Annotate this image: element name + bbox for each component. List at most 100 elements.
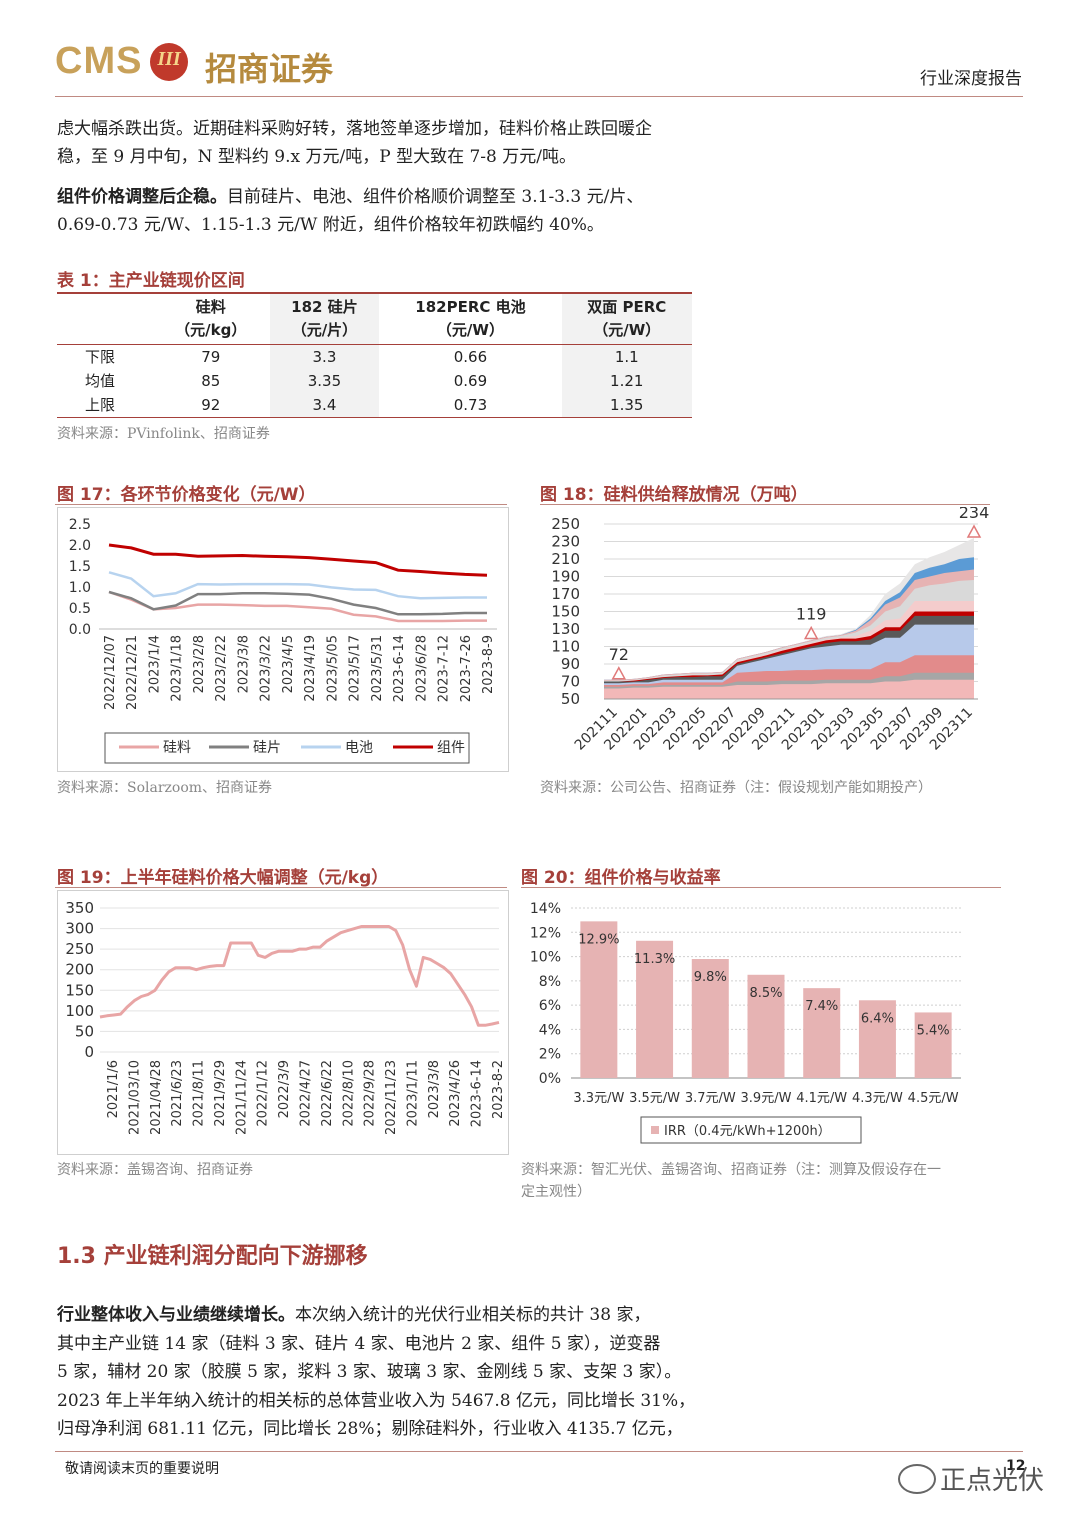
x-tick-label: 2021/8/11	[192, 1060, 207, 1127]
x-tick-label: 2023/2/8	[192, 635, 207, 693]
y-tick-label: 250	[65, 940, 94, 958]
annotation-marker	[966, 524, 982, 538]
x-tick-label: 3.5元/W	[629, 1091, 680, 1106]
x-tick-label: 2023/1/18	[170, 635, 185, 702]
x-tick-label: 2023-7-12	[437, 635, 452, 702]
x-tick-label: 2023/3/22	[259, 635, 274, 702]
y-tick-label: 50	[561, 690, 580, 708]
x-tick-label: 2023-6-14	[470, 1060, 485, 1127]
table-row: 下限 79 3.3 0.66 1.1	[57, 344, 692, 369]
series-line-组件	[108, 543, 488, 577]
y-tick-label: 1.0	[69, 580, 91, 596]
y-tick-label: 6%	[539, 998, 561, 1014]
logo-emblem-icon: III	[150, 43, 188, 81]
table-row: 均值 85 3.35 0.69 1.21	[57, 369, 692, 393]
x-tick-label: 3.3元/W	[573, 1091, 624, 1106]
page-number: 12	[1006, 1458, 1026, 1474]
y-tick-label: 300	[65, 920, 94, 938]
x-tick-label: 2022/9/28	[363, 1060, 378, 1127]
figure-19-divider	[55, 887, 507, 888]
x-tick-label: 2022/4/27	[299, 1060, 314, 1127]
y-tick-label: 230	[551, 533, 580, 551]
y-tick-label: 0	[84, 1043, 94, 1061]
section-title: 1.3 产业链利润分配向下游挪移	[57, 1244, 368, 1269]
paragraph-2: 组件价格调整后企稳。目前硅片、电池、组件价格顺价调整至 3.1-3.3 元/片、…	[57, 183, 1027, 239]
figure-20-source: 资料来源：智汇光伏、盖锡咨询、招商证券（注：测算及假设存在一 定主观性）	[521, 1159, 1011, 1203]
x-tick-label: 2023/1/4	[147, 635, 162, 693]
footer-divider	[55, 1451, 1023, 1452]
figure-18-chart: 5070901101301501701902102302502021112022…	[551, 507, 989, 754]
bar	[914, 1012, 952, 1078]
x-tick-label: 2021/11/24	[234, 1060, 249, 1135]
paragraph-1-line-2: 稳，至 9 月中旬，N 型料约 9.x 万元/吨，P 型大致在 7-8 万元/吨…	[57, 147, 576, 167]
y-tick-label: 110	[551, 638, 580, 656]
section-paragraph: 行业整体收入与业绩继续增长。本次纳入统计的光伏行业相关标的共计 38 家， 其中…	[57, 1301, 1027, 1444]
y-tick-label: 50	[75, 1022, 94, 1040]
x-tick-label: 2021/1/6	[106, 1060, 121, 1118]
table-row: 上限 92 3.4 0.73 1.35	[57, 393, 692, 418]
y-tick-label: 0.0	[69, 622, 91, 638]
figure-17-source: 资料来源：Solarzoom、招商证券	[57, 780, 273, 796]
bar-value-label: 6.4%	[861, 1011, 894, 1026]
series-line-硅片	[108, 590, 487, 616]
legend-label: 电池	[345, 740, 373, 756]
col-header-wafer: 182 硅片 （元/片）	[269, 292, 380, 345]
wechat-icon	[898, 1464, 936, 1494]
legend-label: 硅片	[253, 740, 281, 756]
y-tick-label: 90	[561, 655, 580, 673]
x-tick-label: 2023/5/31	[370, 635, 385, 702]
y-tick-label: 2.5	[69, 517, 91, 533]
x-tick-label: 2021/04/28	[149, 1060, 164, 1135]
legend-label: 硅料	[163, 740, 191, 756]
report-type: 行业深度报告	[920, 69, 1022, 89]
x-tick-label: 2022/12/07	[103, 635, 118, 710]
section-line-2: 其中主产业链 14 家（硅料 3 家、硅片 4 家、电池片 2 家、组件 5 家…	[57, 1333, 661, 1354]
y-tick-label: 12%	[530, 925, 561, 941]
x-tick-label: 2023/5/17	[348, 635, 363, 702]
series-line-硅料	[108, 590, 487, 623]
y-tick-label: 0%	[539, 1071, 561, 1087]
y-tick-label: 14%	[530, 901, 561, 917]
x-tick-label: 2023/2/22	[214, 635, 229, 702]
logo-cms-text: CMS	[55, 40, 143, 82]
bar-value-label: 8.5%	[749, 986, 782, 1001]
x-tick-label: 2023/1/11	[405, 1060, 420, 1127]
x-tick-label: 2023/6/28	[414, 635, 429, 702]
bar	[580, 921, 618, 1078]
y-tick-label: 4%	[539, 1022, 561, 1038]
paragraph-2-line-1: 目前硅片、电池、组件价格顺价调整至 3.1-3.3 元/片、	[227, 187, 644, 207]
x-tick-label: 2023/3/8	[236, 635, 251, 693]
legend-swatch-irr	[651, 1126, 659, 1134]
price-line	[99, 925, 500, 1027]
x-tick-label: 2021/6/23	[170, 1060, 185, 1127]
figure-17-chart: 0.0 0.5 1.0 1.5 2.0 2.5 2022/12/07 2022/12/21 20…	[57, 507, 509, 772]
y-tick-label: 250	[551, 515, 580, 533]
x-tick-label: 2023/4/19	[303, 635, 318, 702]
figure-18-source: 资料来源：公司公告、招商证券（注：假设规划产能如期投产）	[540, 780, 932, 796]
bar	[747, 974, 785, 1078]
legend-label: 组件	[437, 740, 465, 756]
figure-19-chart: 0 50 100 150 200 250 300 350 2021/1/6 2021/03/10 2…	[57, 890, 509, 1155]
y-tick-label: 100	[65, 1002, 94, 1020]
figure-19-title: 图 19：上半年硅料价格大幅调整（元/kg）	[57, 868, 389, 888]
y-tick-label: 200	[65, 961, 94, 979]
paragraph-2-lead: 组件价格调整后企稳。	[57, 187, 227, 207]
figure-20-title: 图 20：组件价格与收益率	[521, 868, 721, 888]
annotation-marker	[611, 666, 627, 680]
chart-frame	[57, 890, 509, 1155]
bar	[803, 988, 841, 1078]
figure-19-source: 资料来源：盖锡咨询、招商证券	[57, 1162, 253, 1178]
section-line-4: 2023 年上半年纳入统计的相关标的总体营业收入为 5467.8 亿元，同比增长…	[57, 1390, 696, 1411]
annotation-label: 72	[609, 645, 629, 664]
y-tick-label: 70	[561, 673, 580, 691]
x-tick-label: 2022/11/23	[384, 1060, 399, 1135]
y-tick-label: 1.5	[69, 559, 91, 575]
x-tick-label: 3.9元/W	[741, 1091, 792, 1106]
y-tick-label: 350	[65, 899, 94, 917]
x-tick-label: 2023-8-9	[481, 635, 496, 694]
series-line-电池	[108, 571, 487, 600]
figure-17-divider	[55, 504, 507, 505]
footer-note: 敬请阅读末页的重要说明	[65, 1461, 219, 1477]
x-tick-label: 4.1元/W	[796, 1091, 847, 1106]
chart-legend	[640, 1116, 862, 1144]
